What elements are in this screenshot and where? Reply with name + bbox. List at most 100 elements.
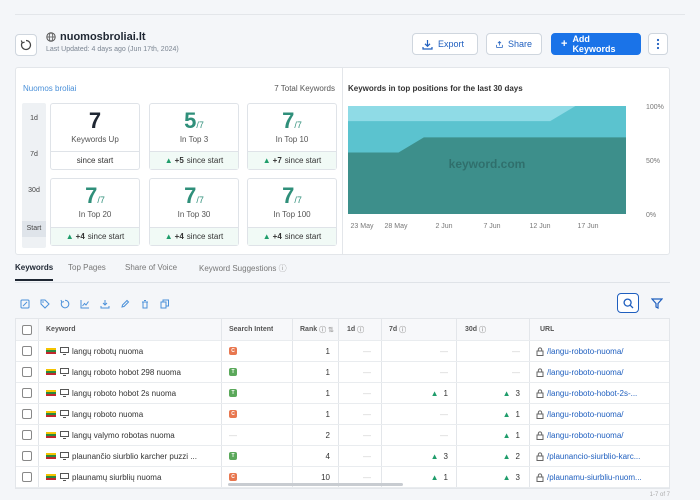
stat-footer: ▲ +4 since start xyxy=(150,227,238,245)
site-title: nuomosbroliai.lt xyxy=(46,31,146,43)
tag-icon[interactable] xyxy=(39,298,50,309)
stat-card-top10: 7/7 In Top 10 ▲ +7 since start xyxy=(247,103,337,170)
chart-icon[interactable] xyxy=(79,298,90,309)
tab-keywords[interactable]: Keywords xyxy=(15,263,54,281)
rank-value: 1 xyxy=(325,367,330,377)
keyword-cell[interactable]: langų roboto hobot 2s nuoma xyxy=(46,383,218,403)
area-series-top3 xyxy=(348,137,626,214)
stat-label: In Top 3 xyxy=(179,135,209,144)
url-link[interactable]: /langu-roboto-nuoma/ xyxy=(536,404,668,424)
column-30d[interactable]: 30d ⓘ xyxy=(465,326,487,334)
table-row[interactable]: langų roboto hobot 298 nuoma T 1 — — — /… xyxy=(16,362,669,383)
url-link[interactable]: /langu-roboto-hobot-2s-... xyxy=(536,383,668,403)
keyword-cell[interactable]: langų robotų nuoma xyxy=(46,341,218,361)
tab-top-pages[interactable]: Top Pages xyxy=(68,263,106,272)
filter-button[interactable] xyxy=(647,293,667,313)
row-checkbox[interactable] xyxy=(22,467,32,487)
rank-value: 4 xyxy=(325,451,330,461)
keyword-text: langų valymo robotas nuoma xyxy=(72,430,175,440)
globe-icon xyxy=(46,32,56,42)
download-icon[interactable] xyxy=(99,298,110,309)
table-row[interactable]: langų roboto nuoma C 1 — — ▲ 1 /langu-rob… xyxy=(16,404,669,425)
copy-icon[interactable] xyxy=(159,298,170,309)
desktop-icon xyxy=(60,452,69,460)
edit-icon[interactable] xyxy=(19,298,30,309)
keyword-cell[interactable]: plaunamų siurblių nuoma xyxy=(46,467,218,487)
filter-icon xyxy=(651,297,663,309)
keyword-text: langų roboto nuoma xyxy=(72,409,144,419)
keyword-cell[interactable]: langų roboto hobot 298 nuoma xyxy=(46,362,218,382)
intent-empty: — xyxy=(229,430,237,440)
refresh-button[interactable] xyxy=(15,34,37,56)
stat-footer: ▲ +5 since start xyxy=(150,151,238,169)
intent-badge: C xyxy=(229,410,237,418)
change-d1: — xyxy=(363,430,371,440)
url-link[interactable]: /langu-roboto-nuoma/ xyxy=(536,425,668,445)
stat-footer: ▲ +7 since start xyxy=(248,151,336,169)
domain-label[interactable]: Nuomos broliai xyxy=(23,84,77,93)
export-button[interactable]: Export xyxy=(412,33,478,55)
url-link[interactable]: /plaunancio-siurblio-karc... xyxy=(536,446,668,466)
stat-footer: ▲ +4 since start xyxy=(248,227,336,245)
search-intent-cell: C xyxy=(229,404,237,424)
stat-label: In Top 30 xyxy=(177,210,211,219)
table-row[interactable]: langų robotų nuoma C 1 — — — /langu-robo… xyxy=(16,341,669,362)
column-search-intent[interactable]: Search Intent xyxy=(229,326,274,333)
change-d1: — xyxy=(363,388,371,398)
rank-value: 2 xyxy=(325,430,330,440)
lock-icon xyxy=(536,346,544,356)
desktop-icon xyxy=(60,347,69,355)
pencil-icon[interactable] xyxy=(119,298,130,309)
url-link[interactable]: /plaunamu-siurbliu-nuom... xyxy=(536,467,668,487)
table-row[interactable]: plaunančio siurblio karcher puzzi ... T … xyxy=(16,446,669,467)
stat-card-top3: 5/7 In Top 3 ▲ +5 since start xyxy=(149,103,239,170)
column-keyword[interactable]: Keyword xyxy=(46,326,76,333)
more-options-button[interactable] xyxy=(648,33,668,55)
select-all-checkbox[interactable] xyxy=(22,319,32,340)
period-7d[interactable]: 7d xyxy=(30,151,38,158)
url-link[interactable]: /langu-roboto-nuoma/ xyxy=(536,341,668,361)
column-1d[interactable]: 1d ⓘ xyxy=(347,326,365,334)
period-1d[interactable]: 1d xyxy=(30,115,38,122)
stat-card-keywords-up: 7 Keywords Up since start xyxy=(50,103,140,170)
table-row[interactable]: langų valymo robotas nuoma — 2 — — ▲ 1 /l… xyxy=(16,425,669,446)
tab-share-of-voice[interactable]: Share of Voice xyxy=(125,263,178,272)
keyword-text: langų roboto hobot 2s nuoma xyxy=(72,388,177,398)
horizontal-scrollbar[interactable] xyxy=(228,483,403,486)
refresh-icon[interactable] xyxy=(59,298,70,309)
lock-icon xyxy=(536,430,544,440)
arrow-up-icon: ▲ xyxy=(164,156,173,165)
row-checkbox[interactable] xyxy=(22,362,32,382)
rank-value: 1 xyxy=(325,388,330,398)
row-checkbox[interactable] xyxy=(22,446,32,466)
period-30d[interactable]: 30d xyxy=(28,187,40,194)
table-search-button[interactable] xyxy=(617,293,639,313)
keyword-cell[interactable]: langų roboto nuoma xyxy=(46,404,218,424)
stat-value: 7 xyxy=(88,108,102,133)
share-button[interactable]: Share xyxy=(486,33,542,55)
column-7d[interactable]: 7d ⓘ xyxy=(389,326,407,334)
lock-icon xyxy=(536,451,544,461)
keyword-cell[interactable]: plaunančio siurblio karcher puzzi ... xyxy=(46,446,218,466)
lock-icon xyxy=(536,367,544,377)
delete-icon[interactable] xyxy=(139,298,150,309)
column-rank[interactable]: Rank ⓘ ⇅ xyxy=(300,326,334,334)
stat-label: In Top 100 xyxy=(273,210,311,219)
search-intent-cell: T xyxy=(229,362,237,382)
url-link[interactable]: /langu-roboto-nuoma/ xyxy=(536,362,668,382)
row-checkbox[interactable] xyxy=(22,425,32,445)
column-url[interactable]: URL xyxy=(540,326,555,333)
table-row[interactable]: langų roboto hobot 2s nuoma T 1 — ▲ 1 ▲ 3 … xyxy=(16,383,669,404)
table-header-row: Keyword Search Intent Rank ⓘ ⇅ 1d ⓘ 7d ⓘ… xyxy=(16,319,669,341)
tab-keyword-suggestions[interactable]: Keyword Suggestions ⓘ xyxy=(199,264,287,273)
change-d30: ▲ 2 xyxy=(502,451,520,461)
stat-footer: since start xyxy=(51,151,139,169)
row-checkbox[interactable] xyxy=(22,404,32,424)
period-start[interactable]: Start xyxy=(22,221,46,237)
table-row[interactable]: plaunamų siurblių nuoma C 10 — ▲ 1 ▲ 3 /pl… xyxy=(16,467,669,488)
row-checkbox[interactable] xyxy=(22,341,32,361)
change-d1: — xyxy=(363,451,371,461)
row-checkbox[interactable] xyxy=(22,383,32,403)
keyword-cell[interactable]: langų valymo robotas nuoma xyxy=(46,425,218,445)
add-keywords-button[interactable]: + Add Keywords xyxy=(551,33,641,55)
